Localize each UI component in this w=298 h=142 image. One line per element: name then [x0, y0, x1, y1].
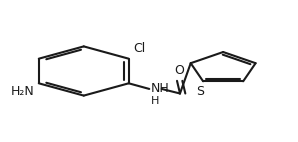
Text: O: O — [175, 64, 185, 77]
Text: H: H — [151, 96, 159, 106]
Text: S: S — [196, 85, 204, 99]
Text: NH: NH — [151, 82, 170, 95]
Text: H₂N: H₂N — [11, 85, 34, 98]
Text: Cl: Cl — [133, 42, 145, 55]
